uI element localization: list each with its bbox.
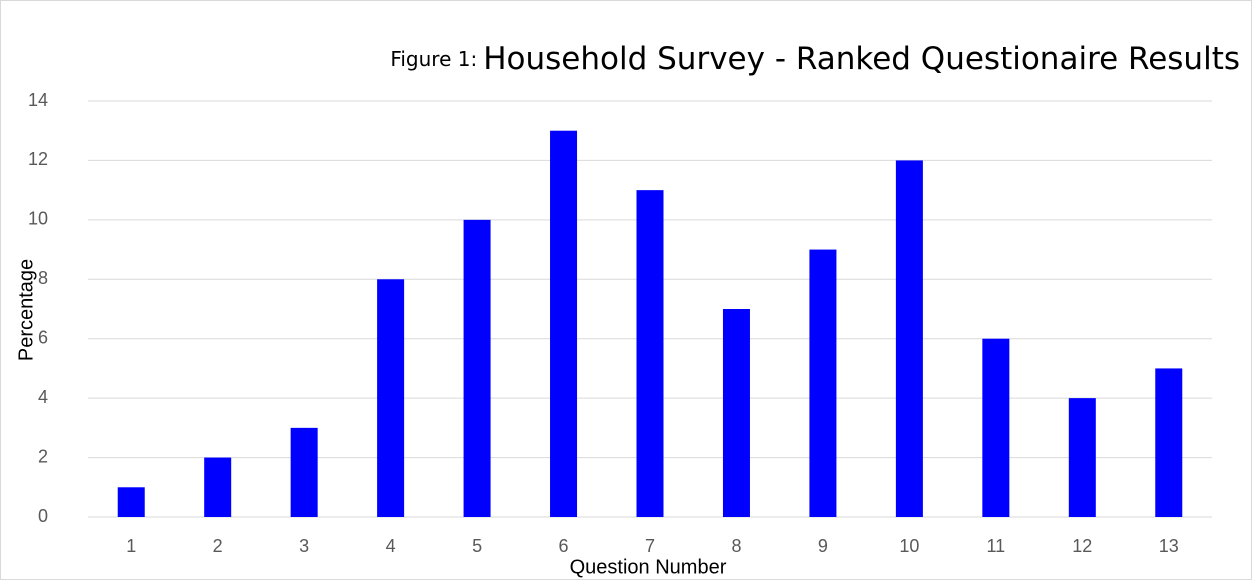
y-tick-label: 8 — [38, 268, 48, 288]
x-tick-label: 7 — [645, 536, 655, 556]
bar — [377, 279, 405, 517]
y-axis-label: Percentage — [15, 259, 37, 361]
x-tick-label: 10 — [899, 536, 919, 556]
x-tick-label: 1 — [126, 536, 136, 556]
chart-title: Household Survey - Ranked Questionaire R… — [483, 41, 1240, 77]
y-tick-label: 4 — [38, 387, 48, 407]
bar — [204, 457, 232, 517]
x-tick-label: 12 — [1072, 536, 1092, 556]
x-tick-label: 4 — [386, 536, 396, 556]
x-tick-label: 2 — [213, 536, 223, 556]
bar — [550, 130, 578, 517]
y-tick-label: 2 — [38, 446, 48, 466]
bar — [982, 338, 1010, 517]
x-tick-label: 8 — [731, 536, 741, 556]
bar — [463, 219, 491, 517]
x-tick-label: 6 — [559, 536, 569, 556]
chart-title-group: Figure 1: Household Survey - Ranked Quest… — [390, 41, 1240, 77]
bar — [895, 160, 923, 517]
bar — [290, 427, 318, 517]
figure-label: Figure 1: — [390, 47, 477, 71]
x-tick-label: 13 — [1159, 536, 1179, 556]
bar — [1155, 368, 1183, 517]
x-tick-label: 3 — [299, 536, 309, 556]
y-tick-label: 14 — [28, 90, 48, 110]
x-tick-label: 11 — [987, 536, 1006, 556]
x-axis-label: Question Number — [570, 556, 727, 578]
bar — [722, 309, 750, 517]
y-tick-label: 0 — [38, 506, 48, 526]
bar — [1068, 398, 1096, 517]
bar — [809, 249, 837, 518]
bar — [117, 487, 145, 517]
y-tick-label: 12 — [28, 149, 48, 169]
bar — [636, 190, 664, 517]
x-tick-label: 9 — [818, 536, 828, 556]
y-tick-label: 6 — [38, 327, 48, 347]
y-tick-label: 10 — [28, 209, 48, 229]
x-tick-label: 5 — [472, 536, 482, 556]
